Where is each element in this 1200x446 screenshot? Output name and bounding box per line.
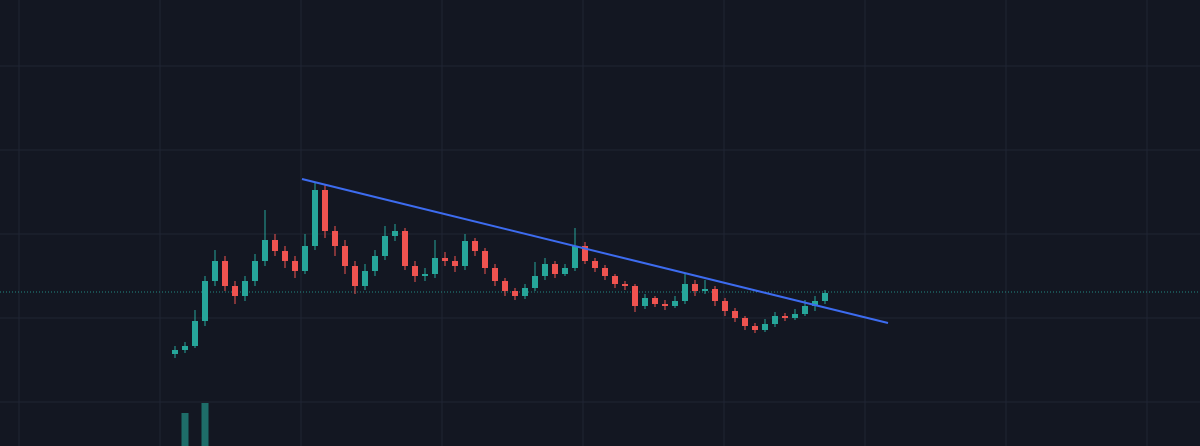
candle-body: [652, 298, 658, 304]
candle-body: [352, 266, 358, 286]
candle-body: [712, 289, 718, 301]
candle-body: [612, 276, 618, 284]
candle-body: [212, 261, 218, 281]
candle-body: [282, 251, 288, 261]
candle-body: [742, 318, 748, 326]
candle-body: [802, 306, 808, 314]
candle-body: [472, 241, 478, 251]
candle-body: [332, 231, 338, 246]
candle-body: [602, 268, 608, 276]
candle-body: [302, 246, 308, 271]
candle-body: [562, 268, 568, 274]
candle-body: [582, 246, 588, 261]
candle-body: [202, 281, 208, 321]
candle-body: [442, 258, 448, 261]
candle-body: [772, 316, 778, 324]
candle-body: [592, 261, 598, 268]
candle-body: [342, 246, 348, 266]
candle-body: [622, 284, 628, 286]
candle-body: [692, 284, 698, 291]
candle-body: [572, 246, 578, 268]
candle-body: [392, 231, 398, 236]
candle-body: [722, 301, 728, 311]
candle-body: [532, 276, 538, 288]
candle-body: [782, 316, 788, 318]
candle-body: [462, 241, 468, 266]
candle-body: [312, 190, 318, 246]
candle-body: [242, 281, 248, 296]
volume-bar: [201, 403, 209, 446]
candle-body: [542, 264, 548, 276]
candle-body: [822, 293, 828, 301]
candle-body: [552, 264, 558, 274]
candle-body: [172, 350, 178, 354]
candle-body: [362, 271, 368, 286]
candle-body: [422, 274, 428, 276]
candle-body: [192, 321, 198, 346]
candle-body: [222, 261, 228, 286]
candle-body: [292, 261, 298, 271]
candle-body: [482, 251, 488, 268]
candle-body: [752, 326, 758, 330]
candle-body: [322, 190, 328, 231]
candle-body: [382, 236, 388, 256]
candle-body: [662, 304, 668, 306]
candle-body: [272, 240, 278, 251]
candle-body: [682, 284, 688, 301]
candle-body: [792, 314, 798, 318]
candle-body: [762, 324, 768, 330]
candle-body: [252, 261, 258, 281]
volume-bar: [181, 413, 189, 446]
candle-body: [372, 256, 378, 271]
candle-body: [452, 261, 458, 266]
trendline: [301, 178, 889, 324]
candle-body: [632, 286, 638, 306]
candle-body: [502, 281, 508, 291]
candle-body: [412, 266, 418, 276]
candle-body: [512, 291, 518, 296]
candle-body: [182, 346, 188, 350]
candle-body: [262, 240, 268, 261]
candle-body: [672, 301, 678, 306]
candle-body: [232, 286, 238, 296]
candle-body: [812, 301, 818, 306]
candle-body: [522, 288, 528, 296]
candle-body: [702, 289, 708, 291]
candle-body: [642, 298, 648, 306]
candle-body: [402, 231, 408, 266]
candle-body: [732, 311, 738, 318]
candle-body: [432, 258, 438, 274]
candle-body: [492, 268, 498, 281]
